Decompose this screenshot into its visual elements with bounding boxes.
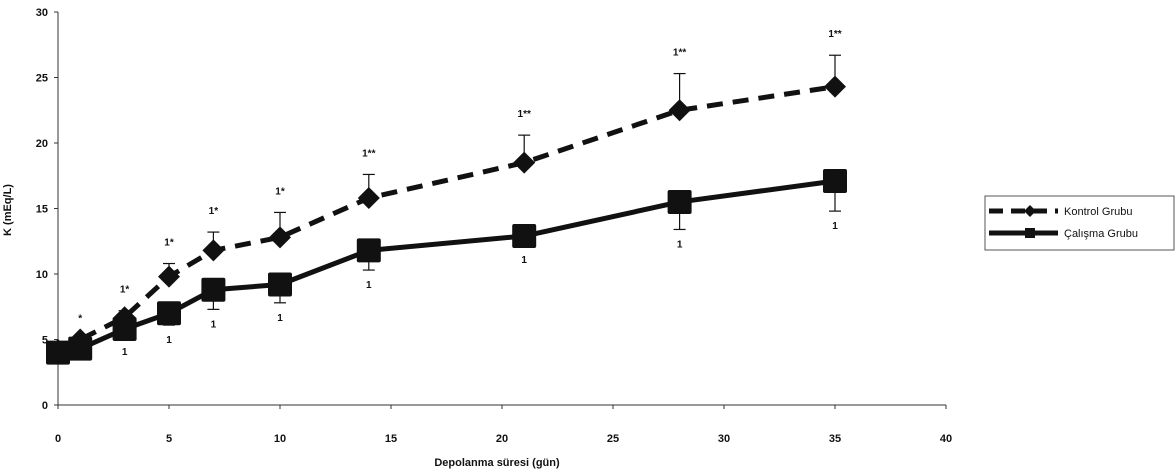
- legend: Kontrol Grubu Çalışma Grubu: [984, 195, 1175, 251]
- x-tick-label: 15: [385, 433, 397, 445]
- x-tick-label: 40: [940, 433, 952, 445]
- data-point: [112, 317, 137, 342]
- data-label: 1: [521, 255, 527, 266]
- data-point: [68, 336, 93, 361]
- data-label: 1: [366, 280, 372, 291]
- legend-item: Kontrol Grubu: [989, 205, 1132, 218]
- data-label: 1**: [362, 148, 375, 159]
- x-tick-label: 0: [55, 433, 61, 445]
- legend-item: Çalışma Grubu: [989, 228, 1138, 240]
- data-label: 1: [277, 313, 283, 324]
- series-layer: * 1* 1* 1* 1* 1** 1** 1** 1** 1 1 1 1 1 1 1 1: [46, 29, 847, 365]
- data-label: 1: [166, 335, 172, 346]
- data-point: [201, 277, 226, 302]
- data-point: [823, 168, 847, 193]
- data-point: [157, 301, 181, 326]
- x-tick-label: 5: [166, 433, 172, 445]
- data-label: 1: [832, 221, 838, 232]
- x-tick-label: 30: [718, 433, 730, 445]
- data-point: [357, 187, 380, 210]
- x-tick-label: 35: [829, 433, 841, 445]
- data-label: *: [78, 314, 82, 325]
- legend-marker: [1024, 205, 1036, 217]
- data-label: 1*: [164, 238, 174, 249]
- data-label: 1**: [828, 29, 841, 40]
- data-point: [667, 189, 692, 214]
- y-tick-label: 30: [36, 7, 48, 19]
- data-label: 1**: [673, 48, 686, 59]
- axes: 0 5 10 15 20 25 30 35 40 0 5 10 15 20 25 30: [36, 7, 952, 445]
- series-calisma: 1 1 1 1 1 1 1 1: [46, 168, 847, 365]
- y-tick-label: 5: [42, 335, 48, 347]
- data-point: [668, 99, 691, 122]
- data-point: [824, 75, 846, 98]
- x-tick-label: 20: [496, 433, 508, 445]
- y-axis-title: K (mEq/L): [2, 184, 14, 236]
- series-line: [57, 178, 836, 356]
- y-tick-label: 20: [36, 138, 48, 150]
- x-tick-label: 10: [274, 433, 286, 445]
- y-tick-label: 15: [36, 204, 48, 216]
- y-tick-label: 10: [36, 269, 48, 281]
- data-point: [202, 239, 225, 262]
- data-label: 1*: [209, 206, 219, 217]
- data-label: 1: [122, 347, 128, 358]
- y-tick-label: 25: [36, 73, 48, 85]
- data-label: 1*: [275, 186, 285, 197]
- y-tick-label: 0: [42, 400, 48, 412]
- series-line: [56, 84, 836, 353]
- data-point: [158, 265, 180, 288]
- legend-box: [984, 195, 1175, 251]
- data-point: [356, 238, 381, 263]
- x-axis-title: Depolanma süresi (gün): [434, 457, 560, 469]
- data-point: [268, 272, 292, 297]
- legend-marker: [1025, 228, 1035, 238]
- data-label: 1: [211, 319, 217, 330]
- data-label: 1*: [120, 285, 130, 296]
- data-point: [513, 151, 536, 174]
- data-label: 1: [677, 239, 683, 250]
- data-label: 1**: [518, 109, 531, 120]
- x-tick-label: 25: [607, 433, 619, 445]
- data-point: [269, 226, 291, 249]
- legend-label: Çalışma Grubu: [1064, 228, 1138, 240]
- data-point: [512, 224, 537, 249]
- data-point: [46, 340, 70, 365]
- legend-label: Kontrol Grubu: [1064, 206, 1132, 218]
